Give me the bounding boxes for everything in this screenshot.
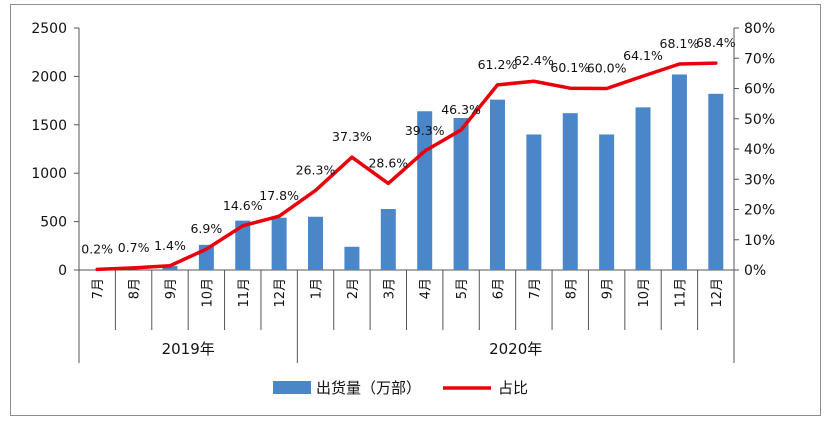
legend-bar-swatch [273, 381, 311, 394]
right-axis-tick-label: 10% [744, 233, 775, 249]
data-label: 0.2% [81, 241, 113, 256]
category-label: 11月 [237, 278, 252, 308]
bar [344, 246, 360, 270]
data-labels: 0.2% 0.7% 1.4% 6.9%14.6%17.8% 26.3% 37.3% 28.6… [81, 35, 735, 256]
legend-bar-label: 出货量（万部） [316, 379, 421, 397]
right-axis-tick-label: 70% [744, 51, 775, 67]
category-label: 4月 [419, 278, 434, 299]
category-label: 5月 [455, 278, 470, 299]
data-label: 68.4% [696, 35, 736, 50]
bar [562, 113, 578, 271]
category-label: 11月 [673, 278, 688, 308]
right-axis-tick-label: 50% [744, 112, 775, 128]
left-axis-tick-label: 1000 [31, 166, 67, 182]
data-label: 60.1% [550, 60, 590, 75]
data-label: 64.1% [623, 48, 663, 63]
bar [708, 93, 724, 270]
chart-frame: 0 500 1000 1500 2000 2500 0% 10% 20% 30% 40% 50% 60%… [10, 4, 821, 416]
bar [308, 216, 324, 270]
category-label: 8月 [128, 278, 143, 299]
left-axis-tick-label: 500 [40, 215, 67, 231]
data-label: 61.2% [478, 57, 518, 72]
data-label: 14.6% [223, 198, 263, 213]
data-label: 26.3% [296, 162, 336, 177]
year-label: 2020年 [489, 340, 542, 358]
right-axis-tick-label: 30% [744, 172, 775, 188]
line-series [95, 61, 718, 272]
data-label: 1.4% [154, 238, 186, 253]
category-label: 12月 [273, 278, 288, 308]
data-label: 60.0% [587, 61, 627, 76]
bar [671, 74, 687, 271]
data-label: 46.3% [441, 102, 481, 117]
data-label: 28.6% [368, 155, 408, 170]
legend: 出货量（万部） 占比 [273, 379, 528, 397]
category-label: 8月 [564, 278, 579, 299]
right-axis-tick-label: 80% [744, 21, 775, 37]
bar [599, 134, 615, 270]
legend-line-label: 占比 [498, 379, 528, 397]
category-label: 3月 [382, 278, 397, 299]
bar [162, 266, 178, 270]
category-label: 9月 [601, 278, 616, 299]
category-label: 7月 [91, 278, 106, 299]
combo-chart: 0 500 1000 1500 2000 2500 0% 10% 20% 30% 40% 50% 60%… [31, 21, 775, 397]
category-label: 10月 [637, 278, 652, 308]
bar [526, 134, 542, 270]
left-axis-tick-label: 0 [58, 263, 67, 279]
bar [489, 99, 505, 270]
share-line [95, 61, 718, 272]
category-label: 9月 [164, 278, 179, 299]
right-axis-tick-label: 20% [744, 203, 775, 219]
bar-series [162, 74, 724, 271]
bar [235, 220, 251, 270]
right-axis-tick-label: 60% [744, 82, 775, 98]
data-label: 39.3% [405, 123, 445, 138]
data-label: 37.3% [332, 129, 372, 144]
data-label: 0.7% [118, 240, 150, 255]
bar [271, 217, 287, 270]
axes: 0 500 1000 1500 2000 2500 0% 10% 20% 30% 40% 50% 60%… [31, 21, 775, 363]
right-axis-tick-label: 40% [744, 142, 775, 158]
year-label: 2019年 [162, 340, 215, 358]
data-label: 68.1% [660, 36, 700, 51]
data-label: 62.4% [514, 53, 554, 68]
left-axis-tick-label: 1500 [31, 118, 67, 134]
bar [453, 118, 469, 270]
data-label: 6.9% [190, 221, 222, 236]
category-labels: 7月 8月 9月 10月 11月 12月 1月 2月 3月 4月 5月 6月 7月 8月 9月 10月 11月 1… [91, 278, 725, 358]
category-label: 6月 [491, 278, 506, 299]
category-label: 7月 [528, 278, 543, 299]
left-axis-tick-label: 2000 [31, 69, 67, 85]
bar [380, 209, 396, 270]
category-label: 12月 [710, 278, 725, 308]
bar [635, 107, 651, 270]
category-label: 10月 [200, 278, 215, 308]
category-label: 1月 [310, 278, 325, 299]
right-axis-tick-label: 0% [744, 263, 766, 279]
data-label: 17.8% [259, 188, 299, 203]
left-axis-tick-label: 2500 [31, 21, 67, 37]
category-label: 2月 [346, 278, 361, 299]
